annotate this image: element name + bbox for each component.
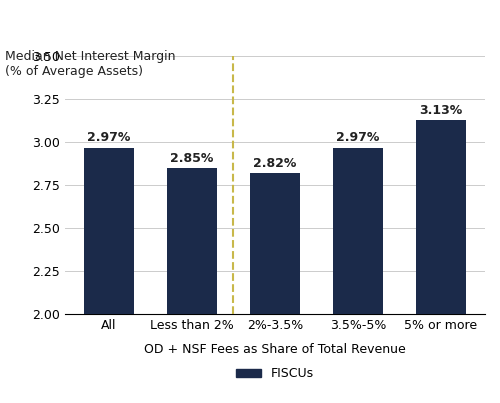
Bar (333, 147, 383, 314)
X-axis label: OD + NSF Fees as Share of Total Revenue: OD + NSF Fees as Share of Total Revenue (144, 343, 406, 356)
Text: 2.85%: 2.85% (170, 152, 214, 165)
Text: 2.82%: 2.82% (254, 157, 296, 170)
Text: Median Net Interest Margin
(% of Average Assets): Median Net Interest Margin (% of Average… (5, 50, 175, 78)
Bar (250, 173, 300, 314)
Text: 3.13%: 3.13% (420, 104, 463, 116)
Text: 2.97%: 2.97% (88, 131, 130, 144)
Bar (84, 147, 134, 314)
Bar (416, 120, 466, 314)
Bar (167, 168, 217, 314)
Legend: FISCUs: FISCUs (231, 362, 319, 385)
Text: 2.97%: 2.97% (336, 131, 380, 144)
Text: Relationship Between OD + NSF Fee Intensity and Net Interest Margin: Relationship Between OD + NSF Fee Intens… (17, 8, 483, 40)
